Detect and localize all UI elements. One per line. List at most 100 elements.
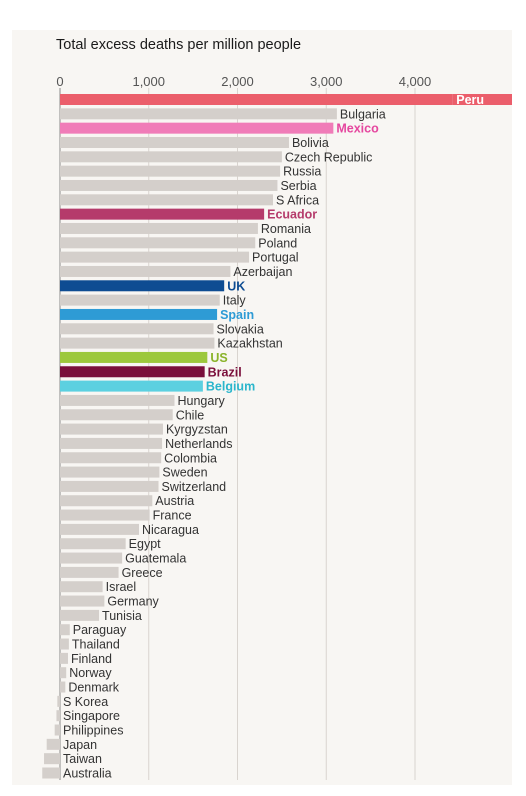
bar-label-paraguay: Paraguay — [73, 623, 127, 637]
bar-label-belgium: Belgium — [206, 380, 255, 394]
bar-poland — [60, 237, 256, 249]
bar-label-egypt: Egypt — [129, 537, 161, 551]
bar-chile — [60, 409, 173, 421]
bar-label-italy: Italy — [223, 294, 247, 308]
bar-label-serbia: Serbia — [280, 179, 316, 193]
bar-italy — [60, 294, 220, 306]
bar-peru — [60, 94, 453, 105]
bar-japan — [46, 738, 60, 750]
bar-label-czech-republic: Czech Republic — [285, 150, 373, 164]
bar-label-australia: Australia — [63, 767, 112, 781]
bar-label-romania: Romania — [261, 222, 311, 236]
chart-title: Total excess deaths per million people — [56, 37, 302, 53]
bar-label-sweden: Sweden — [162, 466, 207, 480]
bar-portugal — [60, 251, 250, 263]
bar-hungary — [60, 394, 175, 406]
bar-label-slovakia: Slovakia — [217, 322, 264, 336]
bar-layer — [42, 94, 512, 779]
bar-label-spain: Spain — [220, 308, 254, 322]
bar-france — [60, 509, 150, 521]
bar-singapore — [56, 710, 60, 722]
bar-colombia — [60, 452, 162, 464]
bar-label-philippines: Philippines — [63, 724, 123, 738]
bar-austria — [60, 495, 153, 507]
bar-label-bolivia: Bolivia — [292, 136, 329, 150]
bar-label-austria: Austria — [155, 494, 194, 508]
bar-s-korea — [57, 695, 60, 707]
bar-switzerland — [60, 480, 159, 492]
bar-us — [60, 351, 208, 363]
bar-germany — [60, 595, 105, 607]
bar-label-switzerland: Switzerland — [162, 480, 227, 494]
bar-russia — [60, 165, 281, 177]
bar-label-finland: Finland — [71, 652, 112, 666]
bar-label-hungary: Hungary — [177, 394, 225, 408]
bar-czech-republic — [60, 151, 282, 163]
bar-spain — [60, 308, 218, 320]
bar-belgium — [60, 380, 203, 392]
bar-label-brazil: Brazil — [208, 365, 242, 379]
bar-label-poland: Poland — [258, 236, 297, 250]
bar-label-ecuador: Ecuador — [267, 208, 317, 222]
bar-kazakhstan — [60, 337, 215, 349]
bar-label-s-africa: S Africa — [276, 193, 319, 207]
bar-nicaragua — [60, 523, 139, 535]
tick-layer: 0 1,000 2,000 3,000 4,000 — [56, 74, 431, 89]
bar-serbia — [60, 179, 278, 191]
bar-label-colombia: Colombia — [164, 451, 217, 465]
bar-label-guatemala: Guatemala — [125, 552, 186, 566]
bar-label-azerbaijan: Azerbaijan — [233, 265, 292, 279]
bar-azerbaijan — [60, 265, 231, 277]
bar-label-peru: Peru — [456, 93, 484, 107]
bar-label-nicaragua: Nicaragua — [142, 523, 199, 537]
bar-netherlands — [60, 437, 163, 449]
bar-egypt — [60, 538, 126, 550]
bar-denmark — [60, 681, 66, 693]
peru-label-band — [452, 94, 512, 105]
bar-label-russia: Russia — [283, 165, 321, 179]
bar-slovakia — [60, 323, 214, 335]
x-tick-label: 0 — [56, 74, 63, 89]
bar-romania — [60, 222, 258, 234]
bar-ecuador — [60, 208, 265, 220]
bar-uk — [60, 280, 225, 292]
bar-label-uk: UK — [227, 279, 245, 293]
bar-label-kazakhstan: Kazakhstan — [217, 337, 282, 351]
x-tick-label: 4,000 — [399, 74, 432, 89]
bar-label-israel: Israel — [106, 580, 137, 594]
bar-kyrgyzstan — [60, 423, 163, 435]
bar-israel — [60, 581, 103, 593]
bar-brazil — [60, 366, 205, 378]
bar-label-singapore: Singapore — [63, 709, 120, 723]
bar-taiwan — [44, 753, 60, 765]
bar-label-greece: Greece — [122, 566, 163, 580]
bar-label-tunisia: Tunisia — [102, 609, 142, 623]
bar-paraguay — [60, 624, 70, 636]
bar-thailand — [60, 638, 69, 650]
bar-label-france: France — [153, 509, 192, 523]
bar-label-s-korea: S Korea — [63, 695, 108, 709]
bar-bulgaria — [60, 108, 337, 120]
bar-label-norway: Norway — [69, 666, 112, 680]
bar-guatemala — [60, 552, 123, 564]
bar-label-us: US — [210, 351, 227, 365]
x-tick-label: 1,000 — [132, 74, 165, 89]
bar-label-kyrgyzstan: Kyrgyzstan — [166, 423, 228, 437]
bar-label-thailand: Thailand — [72, 638, 120, 652]
bar-label-denmark: Denmark — [68, 681, 119, 695]
bar-label-mexico: Mexico — [336, 122, 379, 136]
bar-mexico — [60, 122, 334, 134]
bar-norway — [60, 667, 67, 679]
bar-bolivia — [60, 136, 289, 148]
bar-s-africa — [60, 194, 273, 206]
bar-sweden — [60, 466, 160, 478]
bar-label-netherlands: Netherlands — [165, 437, 232, 451]
bar-finland — [60, 652, 68, 664]
bar-philippines — [54, 724, 60, 736]
bar-tunisia — [60, 609, 100, 621]
bar-australia — [42, 767, 60, 779]
bar-label-bulgaria: Bulgaria — [340, 107, 386, 121]
x-tick-label: 3,000 — [310, 74, 343, 89]
